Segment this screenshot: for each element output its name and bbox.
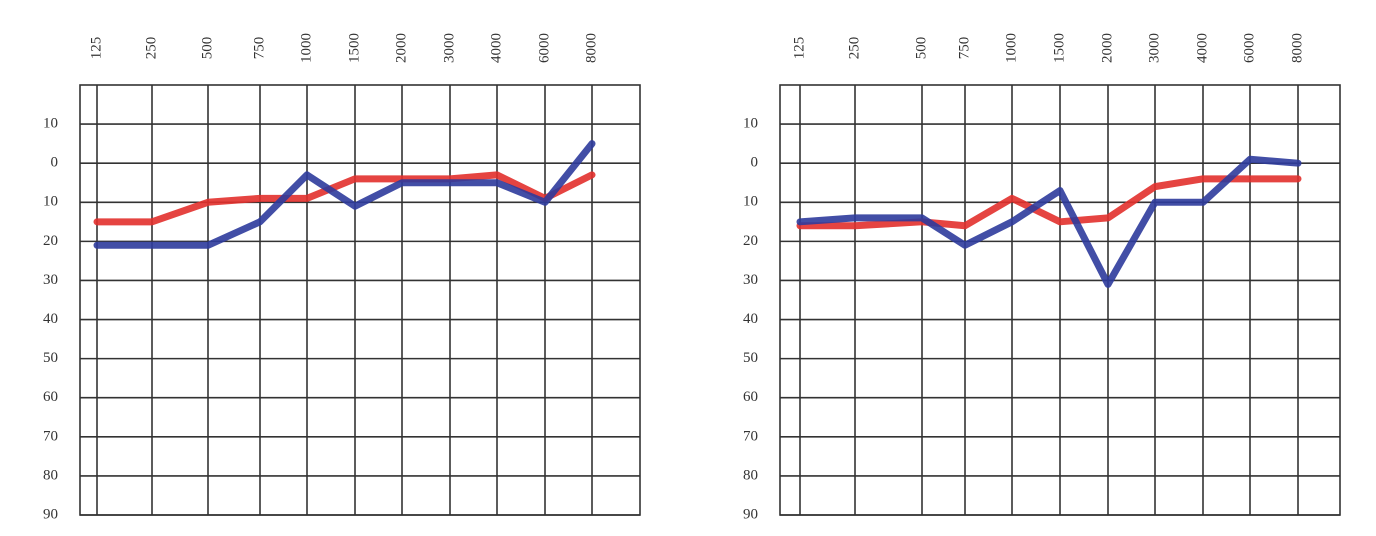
y-tick-label: 50 (743, 350, 758, 366)
y-tick-label: 40 (743, 311, 758, 327)
y-tick-label: 10 (743, 116, 758, 132)
x-tick-label: 750 (251, 37, 267, 60)
y-tick-label: 70 (43, 428, 58, 444)
y-tick-label: 20 (43, 233, 58, 249)
x-tick-label: 250 (846, 37, 862, 60)
y-tick-label: 80 (743, 467, 758, 483)
x-tick-label: 8000 (583, 33, 599, 63)
x-tick-label: 1000 (1003, 33, 1019, 63)
y-tick-label: 70 (743, 428, 758, 444)
x-tick-label: 750 (956, 37, 972, 60)
y-tick-label: 40 (43, 311, 58, 327)
y-tick-label: 0 (751, 155, 759, 171)
x-tick-label: 3000 (1146, 33, 1162, 63)
y-tick-label: 60 (743, 389, 758, 405)
plot-frame (79, 84, 641, 516)
y-tick-label: 30 (43, 272, 58, 288)
series-line (796, 175, 1302, 230)
y-tick-label: 10 (43, 116, 58, 132)
series-line (93, 140, 596, 249)
y-tick-label: 10 (43, 194, 58, 210)
series-line (796, 155, 1302, 288)
x-tick-label: 1500 (346, 33, 362, 63)
x-tick-label: 4000 (1194, 33, 1210, 63)
x-tick-label: 1500 (1051, 33, 1067, 63)
y-tick-label: 60 (43, 389, 58, 405)
x-tick-label: 1000 (298, 33, 314, 63)
y-tick-label: 0 (51, 155, 59, 171)
y-tick-label: 30 (743, 272, 758, 288)
x-tick-label: 125 (88, 37, 104, 60)
x-tick-label: 2000 (1099, 33, 1115, 63)
y-tick-label: 20 (743, 233, 758, 249)
x-tick-label: 500 (199, 37, 215, 60)
x-tick-label: 125 (791, 37, 807, 60)
x-tick-label: 2000 (393, 33, 409, 63)
y-tick-label: 90 (43, 506, 58, 522)
x-tick-label: 6000 (1241, 33, 1257, 63)
x-tick-label: 3000 (441, 33, 457, 63)
x-tick-label: 500 (913, 37, 929, 60)
x-tick-label: 250 (143, 37, 159, 60)
series-line (93, 171, 596, 226)
x-tick-label: 6000 (536, 33, 552, 63)
y-tick-label: 80 (43, 467, 58, 483)
y-tick-label: 90 (743, 506, 758, 522)
y-tick-label: 50 (43, 350, 58, 366)
x-tick-label: 8000 (1289, 33, 1305, 63)
y-tick-label: 10 (743, 194, 758, 210)
x-tick-label: 4000 (488, 33, 504, 63)
